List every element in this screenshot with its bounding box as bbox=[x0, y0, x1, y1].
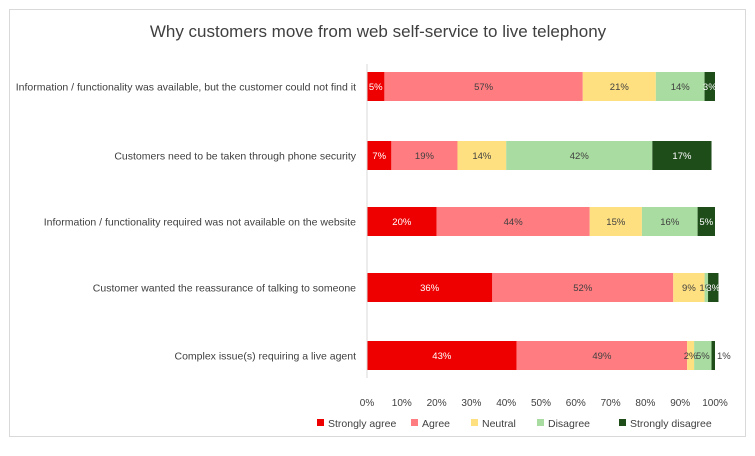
data-label: 16% bbox=[660, 217, 680, 228]
bar-segment bbox=[673, 273, 705, 302]
x-tick-label: 90% bbox=[670, 398, 690, 409]
legend-label: Strongly agree bbox=[328, 418, 396, 430]
data-label: 2% bbox=[684, 351, 698, 362]
data-label: 5% bbox=[696, 351, 710, 362]
bar-segment bbox=[367, 207, 437, 236]
legend-swatch bbox=[471, 419, 478, 426]
bar-segment bbox=[367, 273, 493, 302]
legend-swatch bbox=[317, 419, 324, 426]
legend-label: Neutral bbox=[482, 418, 516, 430]
data-label: 7% bbox=[372, 151, 386, 162]
data-label: 14% bbox=[472, 151, 492, 162]
bar-segment bbox=[711, 341, 715, 370]
x-tick-label: 50% bbox=[531, 398, 551, 409]
legend-swatch bbox=[619, 419, 626, 426]
data-label: 14% bbox=[671, 82, 691, 93]
bar-segment bbox=[516, 341, 688, 370]
data-label: 3% bbox=[706, 283, 720, 294]
legend-swatch bbox=[537, 419, 544, 426]
bar-segment bbox=[367, 141, 392, 170]
bar-segment bbox=[582, 72, 656, 101]
bar-segment bbox=[694, 341, 712, 370]
bar-segment bbox=[652, 141, 712, 170]
data-label: 20% bbox=[392, 217, 412, 228]
data-label: 9% bbox=[682, 283, 696, 294]
bar-segment bbox=[457, 141, 507, 170]
x-tick-label: 0% bbox=[360, 398, 375, 409]
bar-segment bbox=[384, 72, 583, 101]
bar-segment bbox=[436, 207, 590, 236]
x-axis: 0% 10% 20% 30% 40% 50% 60% 70% 80% 90% 100% bbox=[360, 64, 728, 409]
data-label: 19% bbox=[415, 151, 435, 162]
x-tick-label: 20% bbox=[427, 398, 447, 409]
data-label: 17% bbox=[672, 151, 692, 162]
bar-segment bbox=[367, 341, 517, 370]
data-label: 15% bbox=[606, 217, 626, 228]
category-label: Information / functionality was availabl… bbox=[16, 82, 356, 94]
x-tick-label: 70% bbox=[601, 398, 621, 409]
category-label: Complex issue(s) requiring a live agent bbox=[175, 351, 357, 363]
data-label: 49% bbox=[592, 351, 612, 362]
bar-segment bbox=[704, 72, 715, 101]
category-label: Information / functionality required was… bbox=[44, 217, 356, 229]
bar-segment bbox=[367, 72, 385, 101]
x-tick-label: 30% bbox=[461, 398, 481, 409]
bar-segment bbox=[641, 207, 698, 236]
legend-swatch bbox=[411, 419, 418, 426]
data-label: 3% bbox=[703, 82, 717, 93]
legend-label: Strongly disagree bbox=[630, 418, 712, 430]
bar-segment bbox=[506, 141, 653, 170]
bar-segment bbox=[589, 207, 642, 236]
legend-label: Disagree bbox=[548, 418, 590, 430]
x-tick-label: 60% bbox=[566, 398, 586, 409]
category-label: Customers need to be taken through phone… bbox=[114, 151, 356, 163]
data-label: 36% bbox=[420, 283, 440, 294]
category-label: Customer wanted the reassurance of talki… bbox=[93, 283, 356, 295]
bars-layer bbox=[367, 72, 719, 370]
bar-segment bbox=[655, 72, 705, 101]
x-tick-label: 40% bbox=[496, 398, 516, 409]
bar-segment bbox=[687, 341, 695, 370]
bar-segment bbox=[704, 273, 709, 302]
data-label: 44% bbox=[504, 217, 524, 228]
data-label: 1% bbox=[699, 283, 713, 294]
x-tick-label: 10% bbox=[392, 398, 412, 409]
x-tick-label: 100% bbox=[702, 398, 728, 409]
data-label: 21% bbox=[610, 82, 630, 93]
data-label: 42% bbox=[570, 151, 590, 162]
bar-segment bbox=[697, 207, 715, 236]
bar-segment bbox=[708, 273, 719, 302]
data-label: 43% bbox=[432, 351, 452, 362]
labels-layer: Information / functionality was availabl… bbox=[16, 82, 732, 363]
legend-label: Agree bbox=[422, 418, 450, 430]
data-label: 1% bbox=[717, 351, 731, 362]
legend: Strongly agree Agree Neutral Disagree Strong… bbox=[317, 418, 712, 430]
bar-segment bbox=[492, 273, 674, 302]
data-label: 57% bbox=[474, 82, 494, 93]
data-label: 5% bbox=[699, 217, 713, 228]
data-label: 52% bbox=[573, 283, 593, 294]
chart-title: Why customers move from web self-service… bbox=[150, 22, 607, 41]
x-tick-label: 80% bbox=[635, 398, 655, 409]
data-label: 5% bbox=[369, 82, 383, 93]
bar-segment bbox=[391, 141, 458, 170]
